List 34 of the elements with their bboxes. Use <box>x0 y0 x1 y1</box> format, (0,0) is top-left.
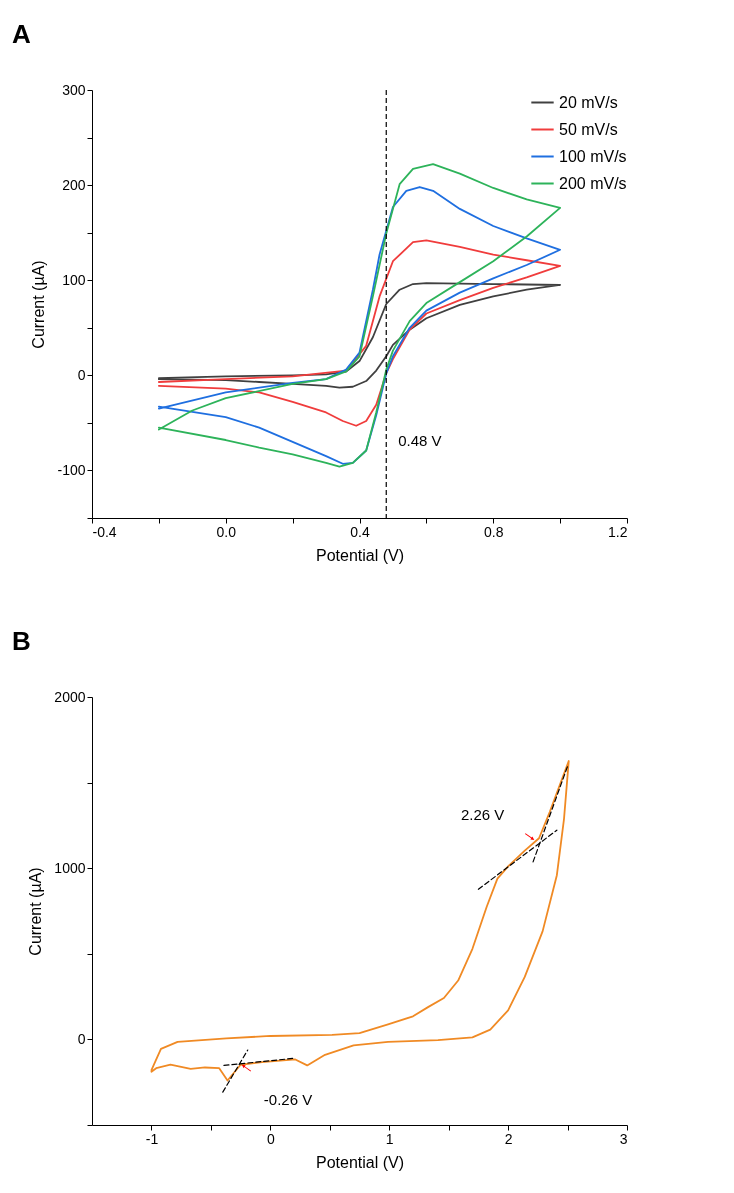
x-tick-label: 0 <box>266 1130 275 1147</box>
annotation: -0.26 V <box>263 1090 313 1108</box>
y-axis-title: Current (µA) <box>27 867 45 956</box>
y-axis-title: Current (µA) <box>30 260 48 349</box>
x-tick-label: 0.0 <box>216 523 237 540</box>
chart-title: B <box>12 626 31 656</box>
legend-label: 50 mV/s <box>559 120 618 138</box>
x-tick-label: 0.4 <box>350 523 370 540</box>
x-tick-label: -0.4 <box>92 523 117 540</box>
ref-line-label: 0.48 V <box>398 431 442 449</box>
x-tick-label: 3 <box>619 1130 628 1147</box>
x-tick-label: 0.8 <box>484 523 504 540</box>
line-series <box>150 760 570 1082</box>
chart-title: A <box>12 19 31 49</box>
annotation: 2.26 V <box>460 805 505 823</box>
y-tick-label: 1000 <box>54 859 86 876</box>
legend-label: 200 mV/s <box>559 174 627 192</box>
y-tick-label: 2000 <box>54 688 86 705</box>
x-tick-label: -1 <box>145 1130 159 1147</box>
x-tick-label: 1 <box>385 1130 394 1147</box>
x-tick-label: 1.2 <box>608 523 628 540</box>
legend-label: 20 mV/s <box>559 93 618 111</box>
line-series <box>157 239 562 427</box>
x-axis-title: Potential (V) <box>315 1153 405 1171</box>
y-tick-label: -100 <box>57 461 86 478</box>
line-series <box>157 282 562 389</box>
y-tick-label: 0 <box>77 1030 86 1047</box>
y-tick-label: 100 <box>62 271 86 288</box>
y-tick-label: 200 <box>62 176 86 193</box>
legend-label: 100 mV/s <box>559 147 627 165</box>
y-tick-label: 300 <box>62 81 86 98</box>
y-tick-label: 0 <box>77 366 86 383</box>
x-axis-title: Potential (V) <box>315 546 405 564</box>
x-tick-label: 2 <box>504 1130 513 1147</box>
